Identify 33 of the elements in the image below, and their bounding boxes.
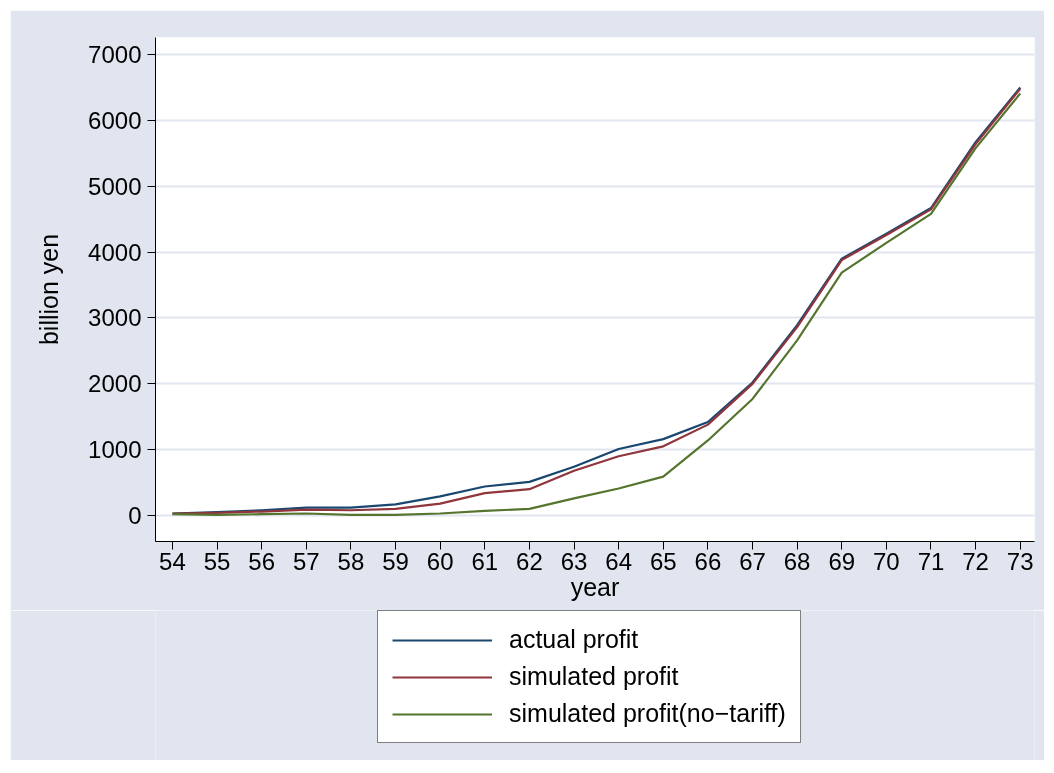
y-tick-label: 3000 [88, 304, 142, 332]
x-tick-label: 61 [471, 547, 499, 575]
x-tick-label: 65 [649, 547, 677, 575]
x-tick-label: 68 [783, 547, 811, 575]
y-tick-label: 0 [128, 501, 142, 529]
x-tick-label: 72 [962, 547, 989, 575]
x-tick-label: 66 [694, 547, 722, 575]
y-tick-label: 4000 [88, 238, 142, 266]
legend-label: simulated profit(no−tariff) [509, 699, 786, 728]
legend-label: actual profit [509, 625, 639, 654]
y-tick-label: 5000 [88, 172, 142, 200]
x-tick-label: 60 [426, 547, 454, 575]
y-tick-label: 2000 [88, 370, 142, 398]
x-tick-label: 55 [203, 547, 231, 575]
x-tick-label: 64 [605, 547, 632, 575]
x-tick-label: 56 [248, 547, 276, 575]
x-tick-label: 69 [828, 547, 856, 575]
x-tick-label: 54 [159, 547, 186, 575]
y-tick-label: 6000 [88, 106, 142, 134]
y-tick-label: 7000 [88, 41, 142, 69]
legend-label: simulated profit [509, 662, 679, 691]
y-tick-label: 1000 [88, 436, 142, 464]
x-tick-label: 57 [292, 547, 320, 575]
x-tick-label: 71 [917, 547, 945, 575]
x-tick-label: 67 [739, 547, 766, 575]
y-axis-title: billion yen [35, 233, 64, 346]
x-tick-label: 62 [516, 547, 543, 575]
x-tick-label: 63 [560, 547, 588, 575]
x-tick-label: 58 [337, 547, 365, 575]
x-tick-label: 70 [873, 547, 900, 575]
x-tick-label: 59 [382, 547, 409, 575]
x-axis-title: year [570, 572, 620, 601]
x-tick-label: 73 [1006, 547, 1034, 575]
